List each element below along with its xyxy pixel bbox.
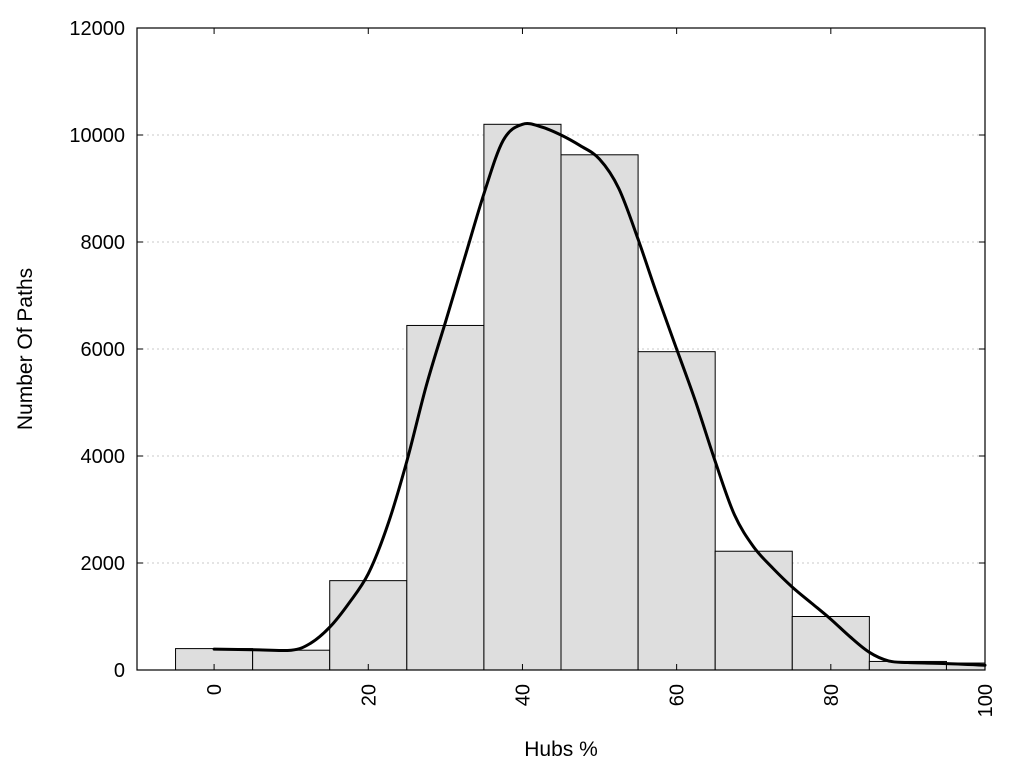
y-tick-label: 0 [114,660,125,682]
y-tick-label: 10000 [69,125,125,147]
density-curve-group [212,122,987,667]
y-tick-label: 2000 [81,553,126,575]
x-tick-label: 100 [975,684,997,717]
gridlines [137,134,985,564]
y-tick-label: 12000 [69,18,125,40]
bar [483,123,562,671]
x-tick-label: 20 [358,684,380,706]
y-tick-label: 4000 [81,446,126,468]
bar [252,649,331,671]
bar [714,550,793,671]
bar [560,154,639,671]
x-axis-label: Hubs % [524,738,598,761]
bar [406,324,485,671]
x-tick-label: 60 [667,684,689,706]
x-tick-label: 40 [512,684,534,706]
bar [637,351,716,671]
bars [175,123,986,671]
x-tick-label: 80 [821,684,843,706]
x-axis-ticks: 0 20 40 60 80 100 [204,28,997,717]
y-tick-label: 8000 [81,232,126,254]
y-axis-label: Number Of Paths [14,268,37,430]
y-tick-label: 6000 [81,339,126,361]
density-curve [212,122,987,667]
y-axis-ticks: 0 2000 4000 6000 8000 10000 12000 [69,18,985,682]
x-tick-label: 0 [204,684,226,695]
bar [329,580,408,671]
